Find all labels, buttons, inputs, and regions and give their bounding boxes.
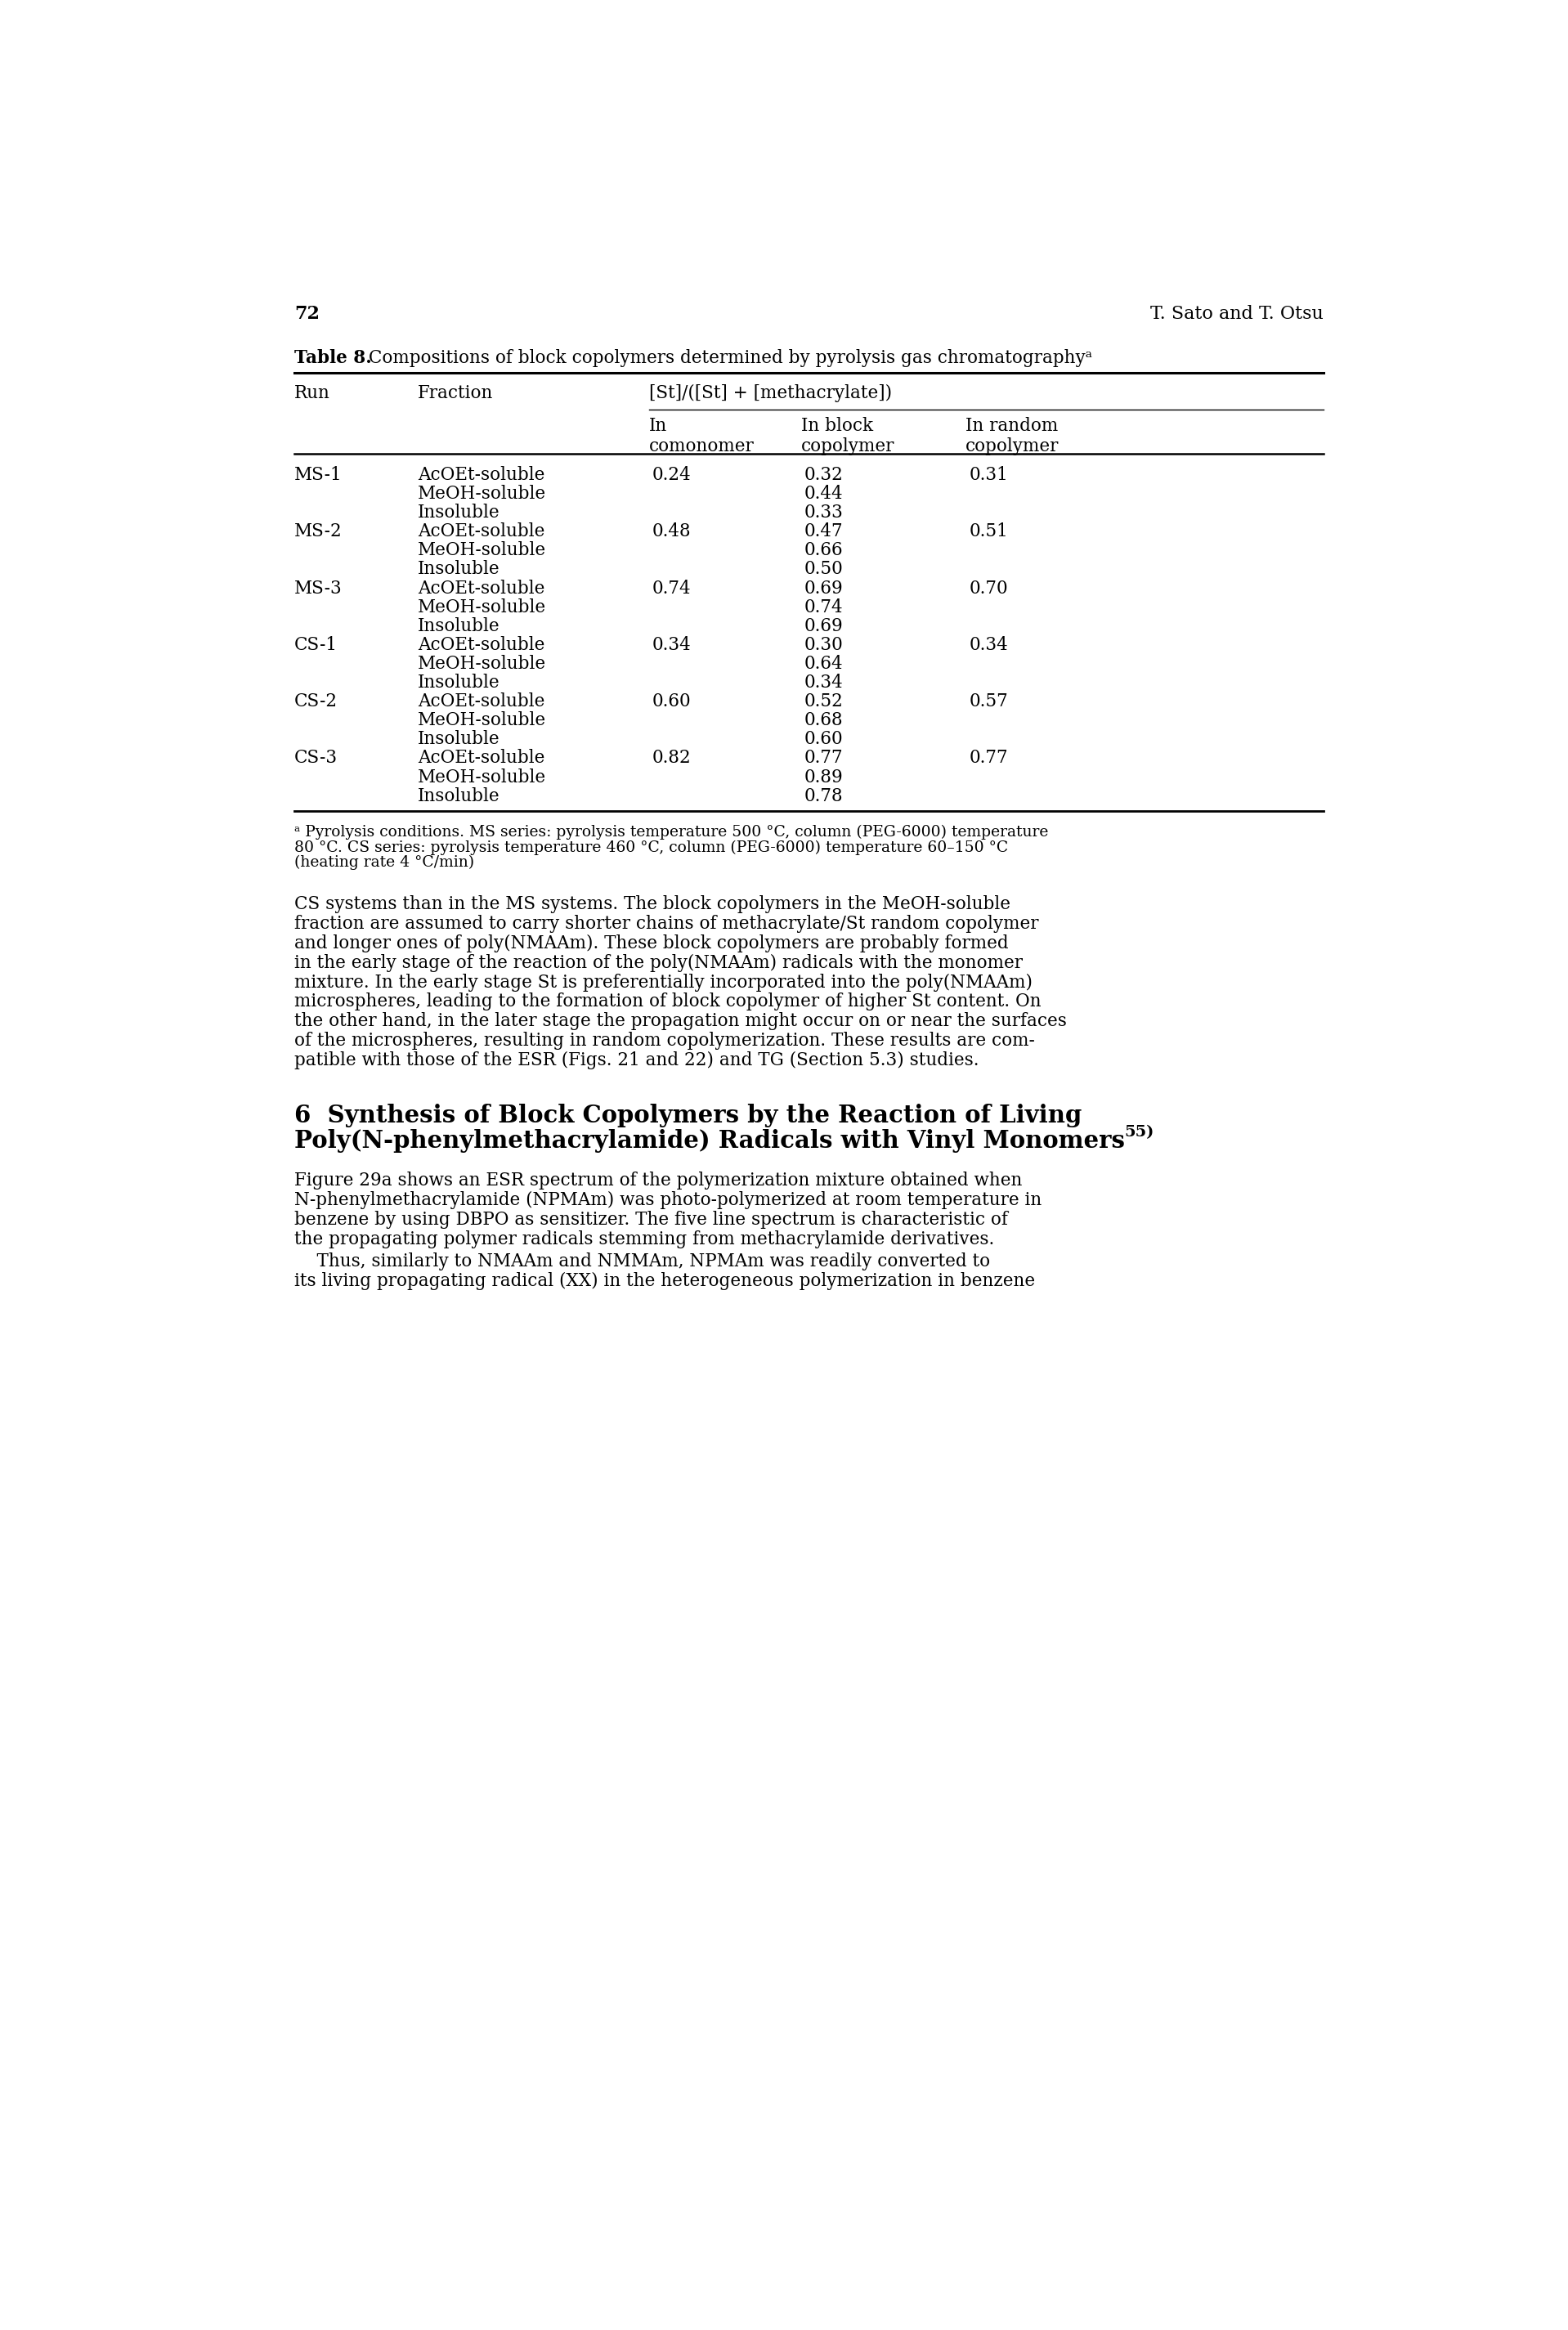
Text: 0.70: 0.70 (969, 580, 1008, 596)
Text: ᵃ Pyrolysis conditions. MS series: pyrolysis temperature 500 °C, column (PEG-600: ᵃ Pyrolysis conditions. MS series: pyrol… (295, 825, 1049, 839)
Text: CS-3: CS-3 (295, 750, 337, 767)
Text: its living propagating radical (XX) in the heterogeneous polymerization in benze: its living propagating radical (XX) in t… (295, 1272, 1035, 1291)
Text: 0.68: 0.68 (804, 711, 844, 729)
Text: MS-1: MS-1 (295, 466, 342, 485)
Text: (heating rate 4 °C/min): (heating rate 4 °C/min) (295, 855, 474, 869)
Text: 0.82: 0.82 (652, 750, 691, 767)
Text: patible with those of the ESR (Figs. 21 and 22) and TG (Section 5.3) studies.: patible with those of the ESR (Figs. 21 … (295, 1051, 978, 1069)
Text: microspheres, leading to the formation of block copolymer of higher St content. : microspheres, leading to the formation o… (295, 993, 1041, 1011)
Text: N-phenylmethacrylamide (NPMAm) was photo-polymerized at room temperature in: N-phenylmethacrylamide (NPMAm) was photo… (295, 1191, 1041, 1209)
Text: MeOH-soluble: MeOH-soluble (417, 711, 546, 729)
Text: fraction are assumed to carry shorter chains of methacrylate/St random copolymer: fraction are assumed to carry shorter ch… (295, 916, 1038, 932)
Text: 0.47: 0.47 (804, 522, 844, 541)
Text: benzene by using DBPO as sensitizer. The five line spectrum is characteristic of: benzene by using DBPO as sensitizer. The… (295, 1212, 1008, 1228)
Text: MeOH-soluble: MeOH-soluble (417, 769, 546, 785)
Text: 0.64: 0.64 (804, 655, 844, 673)
Text: 0.34: 0.34 (652, 636, 691, 655)
Text: Figure 29a shows an ESR spectrum of the polymerization mixture obtained when: Figure 29a shows an ESR spectrum of the … (295, 1172, 1022, 1191)
Text: the other hand, in the later stage the propagation might occur on or near the su: the other hand, in the later stage the p… (295, 1011, 1066, 1030)
Text: T. Sato and T. Otsu: T. Sato and T. Otsu (1151, 305, 1323, 324)
Text: mixture. In the early stage St is preferentially incorporated into the poly(NMAA: mixture. In the early stage St is prefer… (295, 974, 1032, 990)
Text: In random
copolymer: In random copolymer (966, 417, 1060, 457)
Text: 0.74: 0.74 (652, 580, 691, 596)
Text: AcOEt-soluble: AcOEt-soluble (417, 466, 544, 485)
Text: 0.34: 0.34 (804, 673, 844, 692)
Text: 0.89: 0.89 (804, 769, 844, 785)
Text: 0.74: 0.74 (804, 599, 844, 615)
Text: 72: 72 (295, 305, 320, 324)
Text: 55): 55) (1124, 1125, 1154, 1139)
Text: AcOEt-soluble: AcOEt-soluble (417, 522, 544, 541)
Text: 0.24: 0.24 (652, 466, 691, 485)
Text: 80 °C. CS series: pyrolysis temperature 460 °C, column (PEG-6000) temperature 60: 80 °C. CS series: pyrolysis temperature … (295, 839, 1008, 855)
Text: Insoluble: Insoluble (417, 788, 500, 804)
Text: 0.57: 0.57 (969, 692, 1008, 711)
Text: 0.51: 0.51 (969, 522, 1008, 541)
Text: Fraction: Fraction (417, 384, 494, 403)
Text: 0.69: 0.69 (804, 580, 844, 596)
Text: Insoluble: Insoluble (417, 503, 500, 522)
Text: MeOH-soluble: MeOH-soluble (417, 541, 546, 559)
Text: and longer ones of poly(NMAAm). These block copolymers are probably formed: and longer ones of poly(NMAAm). These bl… (295, 934, 1008, 953)
Text: 0.66: 0.66 (804, 541, 844, 559)
Text: 0.33: 0.33 (804, 503, 844, 522)
Text: CS systems than in the MS systems. The block copolymers in the MeOH-soluble: CS systems than in the MS systems. The b… (295, 895, 1010, 913)
Text: 0.50: 0.50 (804, 559, 844, 578)
Text: the propagating polymer radicals stemming from methacrylamide derivatives.: the propagating polymer radicals stemmin… (295, 1230, 994, 1249)
Text: 0.31: 0.31 (969, 466, 1008, 485)
Text: Compositions of block copolymers determined by pyrolysis gas chromatographyᵃ: Compositions of block copolymers determi… (362, 350, 1091, 366)
Text: Run: Run (295, 384, 331, 403)
Text: 6  Synthesis of Block Copolymers by the Reaction of Living: 6 Synthesis of Block Copolymers by the R… (295, 1104, 1082, 1128)
Text: 0.30: 0.30 (804, 636, 844, 655)
Text: CS-2: CS-2 (295, 692, 337, 711)
Text: 0.60: 0.60 (804, 729, 844, 748)
Text: 0.34: 0.34 (969, 636, 1008, 655)
Text: Insoluble: Insoluble (417, 559, 500, 578)
Text: 0.52: 0.52 (804, 692, 844, 711)
Text: Insoluble: Insoluble (417, 673, 500, 692)
Text: MS-2: MS-2 (295, 522, 342, 541)
Text: CS-1: CS-1 (295, 636, 337, 655)
Text: MeOH-soluble: MeOH-soluble (417, 485, 546, 503)
Text: AcOEt-soluble: AcOEt-soluble (417, 580, 544, 596)
Text: Insoluble: Insoluble (417, 729, 500, 748)
Text: In block
copolymer: In block copolymer (801, 417, 895, 457)
Text: 0.60: 0.60 (652, 692, 691, 711)
Text: Insoluble: Insoluble (417, 617, 500, 636)
Text: AcOEt-soluble: AcOEt-soluble (417, 636, 544, 655)
Text: [St]/([St] + [methacrylate]): [St]/([St] + [methacrylate]) (649, 384, 892, 403)
Text: 0.69: 0.69 (804, 617, 844, 636)
Text: MeOH-soluble: MeOH-soluble (417, 655, 546, 673)
Text: 0.77: 0.77 (804, 750, 844, 767)
Text: MS-3: MS-3 (295, 580, 342, 596)
Text: Poly(N-phenylmethacrylamide) Radicals with Vinyl Monomers: Poly(N-phenylmethacrylamide) Radicals wi… (295, 1128, 1124, 1153)
Text: in the early stage of the reaction of the poly(NMAAm) radicals with the monomer: in the early stage of the reaction of th… (295, 953, 1022, 972)
Text: 0.44: 0.44 (804, 485, 844, 503)
Text: Thus, similarly to NMAAm and NMMAm, NPMAm was readily converted to: Thus, similarly to NMAAm and NMMAm, NPMA… (295, 1251, 989, 1270)
Text: AcOEt-soluble: AcOEt-soluble (417, 692, 544, 711)
Text: 0.77: 0.77 (969, 750, 1008, 767)
Text: 0.48: 0.48 (652, 522, 691, 541)
Text: 0.78: 0.78 (804, 788, 844, 804)
Text: AcOEt-soluble: AcOEt-soluble (417, 750, 544, 767)
Text: In
comonomer: In comonomer (649, 417, 754, 457)
Text: of the microspheres, resulting in random copolymerization. These results are com: of the microspheres, resulting in random… (295, 1032, 1035, 1051)
Text: 0.32: 0.32 (804, 466, 844, 485)
Text: Table 8.: Table 8. (295, 350, 372, 366)
Text: MeOH-soluble: MeOH-soluble (417, 599, 546, 615)
